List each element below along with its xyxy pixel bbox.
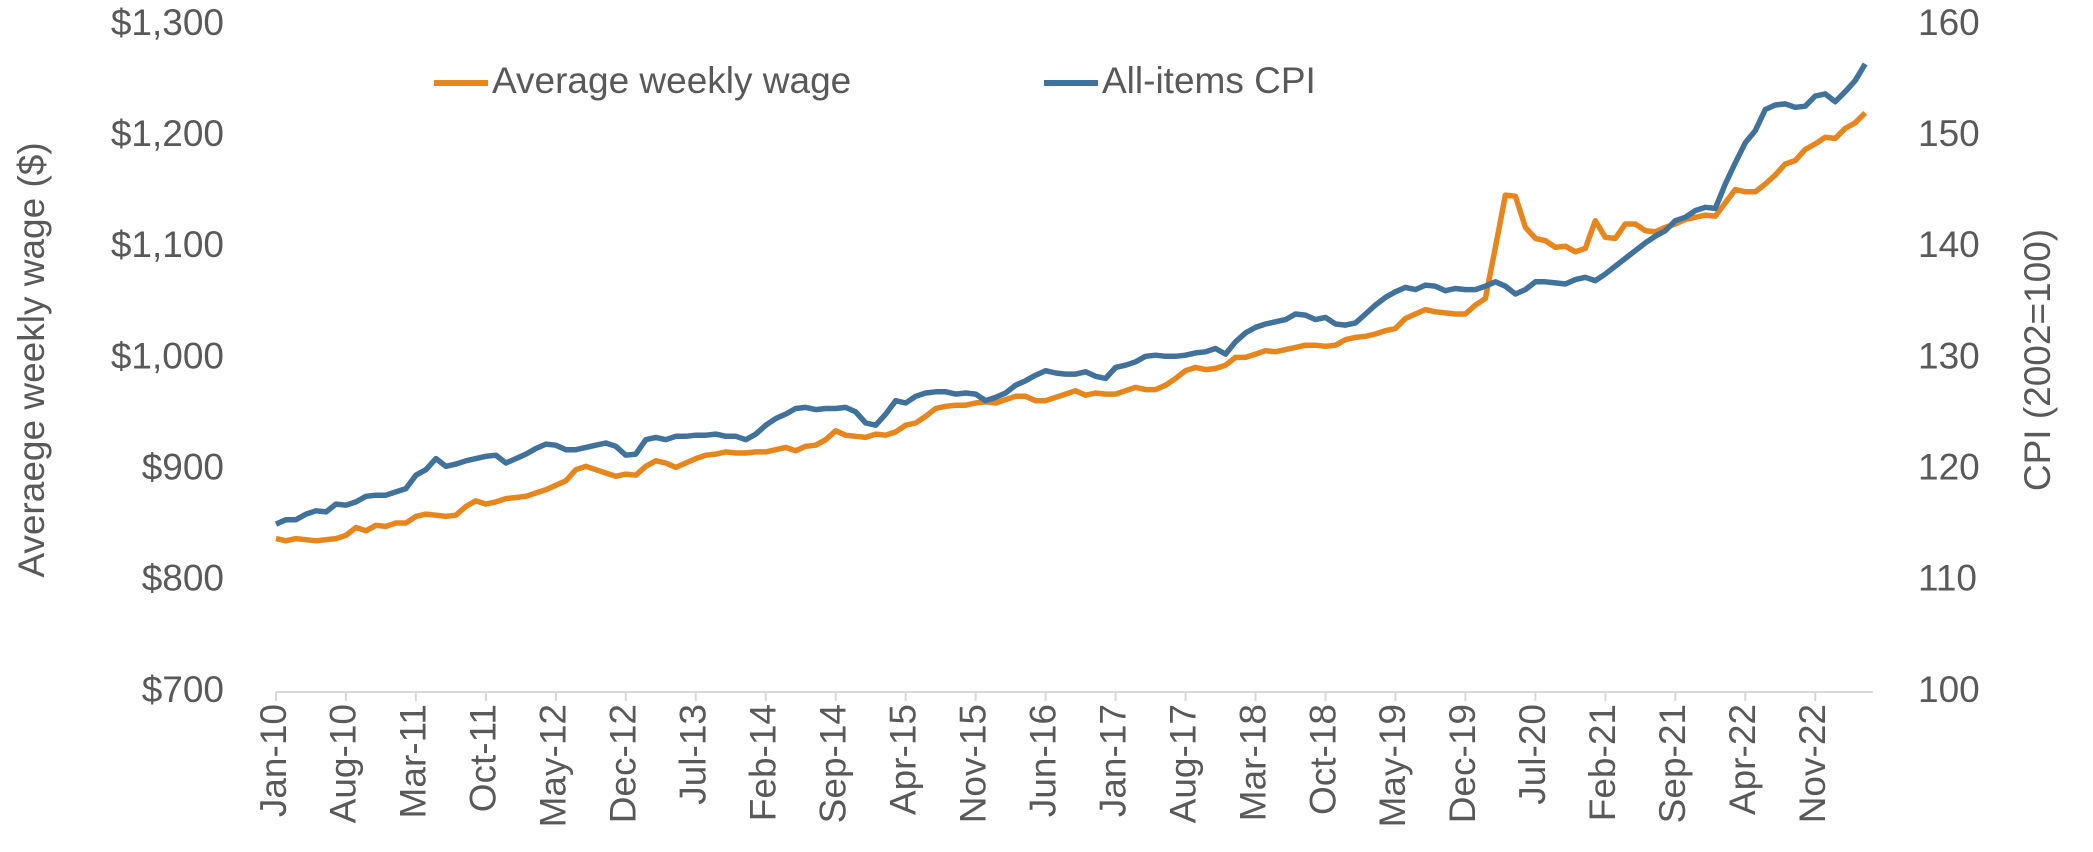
- x-tick-label: Jul-20: [1512, 704, 1553, 805]
- y-axis-title: Averaege weekly wage ($): [11, 142, 52, 577]
- y-tick-label: $1,300: [111, 2, 224, 43]
- x-tick-label: Aug-10: [323, 704, 364, 823]
- series-line: [274, 62, 1868, 527]
- x-tick-label: Dec-12: [603, 704, 644, 823]
- x-tick-label: Jul-13: [673, 704, 714, 805]
- x-tick-label: Nov-22: [1792, 704, 1833, 823]
- x-tick-label: Sep-21: [1652, 704, 1693, 823]
- y-tick-label: $700: [142, 669, 224, 710]
- x-tick-label: Apr-22: [1722, 704, 1763, 815]
- x-tick-label: May-19: [1372, 704, 1413, 827]
- y-tick-label: $900: [142, 446, 224, 487]
- y2-tick-label: 120: [1918, 446, 1980, 487]
- y2-tick-label: 140: [1918, 224, 1980, 265]
- legend-label: Average weekly wage: [492, 60, 851, 101]
- x-tick-label: Feb-14: [743, 704, 784, 821]
- y2-tick-label: 150: [1918, 113, 1980, 154]
- y-tick-label: $800: [142, 558, 224, 599]
- x-tick-label: Mar-18: [1232, 704, 1273, 821]
- x-tick-label: Nov-15: [952, 704, 993, 823]
- x-tick-label: Jan-17: [1092, 704, 1133, 817]
- y-tick-label: $1,200: [111, 113, 224, 154]
- series-line: [275, 110, 1868, 544]
- y2-tick-label: 110: [1918, 558, 1977, 599]
- x-tick-label: Oct-18: [1302, 704, 1343, 815]
- x-tick-label: Apr-15: [882, 704, 923, 815]
- y-tick-label: $1,100: [111, 224, 224, 265]
- y2-tick-label: 160: [1918, 2, 1980, 43]
- x-tick-label: Dec-19: [1442, 704, 1483, 823]
- y-tick-label: $1,000: [111, 335, 224, 376]
- x-tick-label: Oct-11: [463, 704, 504, 812]
- x-tick-label: Jan-10: [253, 704, 294, 817]
- x-tick-label: Sep-14: [813, 704, 854, 823]
- y2-axis-title: CPI (2002=100): [2017, 229, 2058, 491]
- x-tick-label: Jun-16: [1022, 704, 1063, 817]
- x-tick-label: Aug-17: [1162, 704, 1203, 823]
- x-tick-label: Feb-21: [1582, 704, 1623, 821]
- x-tick-label: Mar-11: [393, 704, 434, 818]
- y2-tick-label: 130: [1918, 335, 1980, 376]
- legend-label: All-items CPI: [1102, 60, 1316, 101]
- x-tick-label: May-12: [533, 704, 574, 827]
- y2-tick-label: 100: [1918, 669, 1980, 710]
